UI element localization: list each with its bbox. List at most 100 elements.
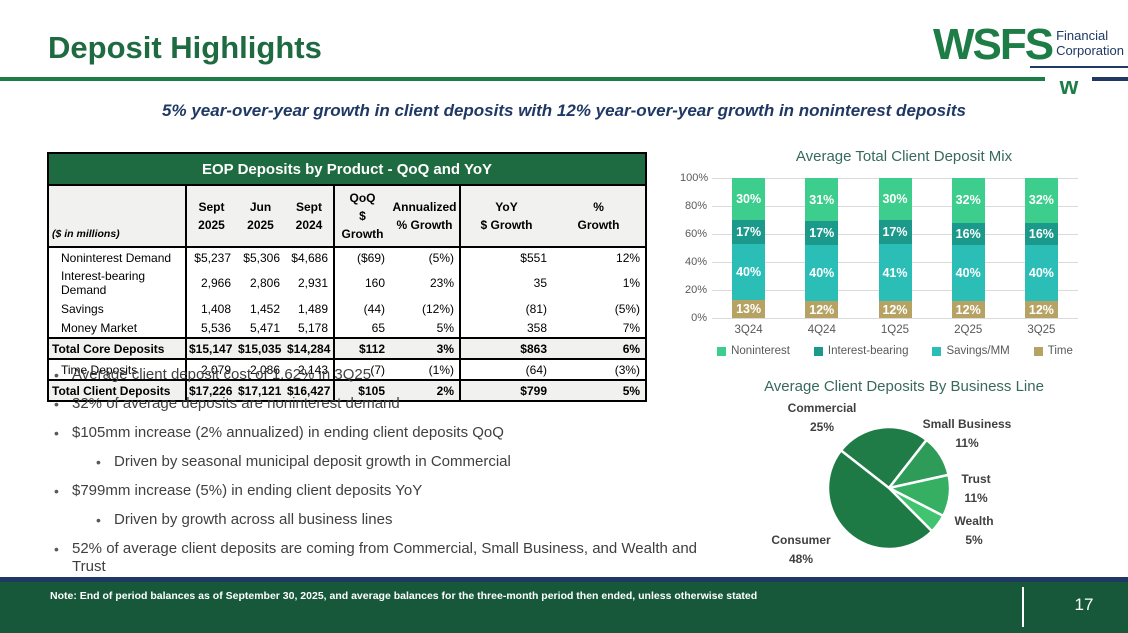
pie-label-name: Consumer xyxy=(771,533,831,547)
bar-segment-savings-mm: 40% xyxy=(951,245,985,302)
footer-divider xyxy=(1022,587,1024,627)
bar-segment-noninterest: 32% xyxy=(1024,178,1058,223)
bar-chart-category: 1Q25 xyxy=(880,324,910,336)
table-row: Savings 1,408 1,452 1,489 (44) (12%) (81) (5%) xyxy=(48,299,646,318)
bullet-item: $105mm increase (2% annualized) in endin… xyxy=(50,424,700,442)
stacked-bar-chart: 100% 80% 60% 40% 20% 0% 13% 40% 17% 30% 3Q24 12% 40%… xyxy=(680,145,1128,375)
wsfs-logo: WSFS Financial Corporation xyxy=(933,22,1124,66)
bar-chart-legend: Noninterest Interest-bearing Savings/MM Tim… xyxy=(712,345,1078,357)
bar-segment-time: 12% xyxy=(805,301,839,318)
table-cell: 1,408 xyxy=(200,301,231,316)
table-cell: $4,686 xyxy=(285,247,335,267)
bar-chart-ytick: 0% xyxy=(691,312,707,324)
bar-chart-gridline xyxy=(712,318,1078,319)
table-title: EOP Deposits by Product - QoQ and YoY xyxy=(48,153,647,186)
table-row: Total Core Deposits $15,147 $15,035 $14,284… xyxy=(48,337,647,360)
table-cell: (12%) xyxy=(390,299,461,318)
bar-segment-interest-bearing: 17% xyxy=(732,220,766,244)
bar-1Q25: 12% 41% 17% 30% xyxy=(878,178,912,318)
table-row-label: Total Core Deposits xyxy=(48,337,187,360)
bar-segment-interest-bearing: 17% xyxy=(878,220,912,244)
pie-label-commercial: Commercial 25% xyxy=(788,399,857,436)
pie-label-value: 11% xyxy=(955,435,979,450)
table-unit-label: ($ in millions) xyxy=(48,185,187,248)
pie-label-name: Wealth xyxy=(954,514,994,528)
table-cell: 160 xyxy=(364,276,385,290)
bar-2Q25: 12% 40% 16% 32% xyxy=(951,178,985,318)
table-row: Interest-bearing Demand 2,966 2,806 2,931 16… xyxy=(48,267,646,299)
table-cell: 2,806 xyxy=(249,276,280,290)
table-column-header: Sept 2024 xyxy=(285,185,335,248)
bar-chart-ytick: 80% xyxy=(684,200,707,212)
table-cell: 5% xyxy=(390,318,461,338)
bar-segment-savings-mm: 40% xyxy=(732,243,766,300)
bar-segment-interest-bearing: 16% xyxy=(951,222,985,246)
bar-segment-savings-mm: 40% xyxy=(805,245,839,302)
pie-label-name: Commercial xyxy=(787,401,857,415)
table-row: Money Market 5,536 5,471 5,178 65 5% 358 7% xyxy=(48,318,646,338)
table-cell: $14,284 xyxy=(285,337,335,360)
table-cell: $5,306 xyxy=(243,250,280,265)
sub-bullet-item: Driven by growth across all business lin… xyxy=(92,511,700,529)
footer-navy-strip xyxy=(0,577,1128,582)
pie-label-name: Trust xyxy=(961,472,991,486)
header-rule-green xyxy=(0,77,1045,81)
table-row-label: Savings xyxy=(48,299,187,318)
bullet-item: Average client deposit cost of 1.62% in … xyxy=(50,366,700,384)
bar-segment-interest-bearing: 16% xyxy=(1024,222,1058,246)
table-cell: (5%) xyxy=(390,247,461,267)
table-title-row: EOP Deposits by Product - QoQ and YoY xyxy=(48,153,647,186)
table-cell: 6% xyxy=(552,337,647,360)
table-cell: 3% xyxy=(390,337,461,360)
bar-segment-time: 12% xyxy=(878,301,912,318)
pie-slice-commercial xyxy=(839,425,929,490)
bar-segment-time: 12% xyxy=(1024,301,1058,318)
bar-segment-noninterest: 30% xyxy=(878,178,912,220)
subtitle: 5% year-over-year growth in client depos… xyxy=(162,101,966,120)
pie-chart: Commercial 25% Small Business 11% Trust 11% We… xyxy=(680,145,1128,615)
table-cell: (5%) xyxy=(614,301,641,316)
bar-segment-interest-bearing: 17% xyxy=(805,221,839,246)
deposits-table: EOP Deposits by Product - QoQ and YoY ($… xyxy=(47,152,648,402)
table-row-label: Noninterest Demand xyxy=(48,247,187,267)
legend-swatch-icon xyxy=(1033,346,1043,356)
bar-chart-ytick: 40% xyxy=(684,256,707,268)
table-row-label: Interest-bearing Demand xyxy=(48,267,187,299)
table-column-header: Annualized % Growth xyxy=(390,185,461,248)
legend-swatch-icon xyxy=(932,346,942,356)
bar-4Q24: 12% 40% 17% 31% xyxy=(805,178,839,318)
bar-3Q24: 13% 40% 17% 30% xyxy=(732,178,766,318)
table-cell: $5,237 xyxy=(194,250,231,265)
pie-chart-title: Average Client Deposits By Business Line xyxy=(764,378,1044,395)
table-cell: 1,452 xyxy=(249,301,280,316)
table-header-row: ($ in millions) Sept 2025 Jun 2025 Sept 202… xyxy=(48,185,647,248)
bar-chart-ytick: 100% xyxy=(680,172,709,184)
table-column-header: QoQ $ Growth xyxy=(334,185,390,248)
logo-line-financial: Financial xyxy=(1056,28,1109,43)
pie-label-name: Small Business xyxy=(922,417,1012,431)
table-cell: 2,931 xyxy=(285,267,335,299)
table-cell: 23% xyxy=(390,267,461,299)
bar-chart-category: 3Q24 xyxy=(734,324,763,336)
table-cell: 12% xyxy=(616,250,641,265)
header-rule-navy xyxy=(1092,77,1128,81)
logo-line-corporation: Corporation xyxy=(1056,42,1124,58)
footer-bar: Note: End of period balances as of Septe… xyxy=(0,582,1128,633)
pie-label-small-business: Small Business 11% xyxy=(923,415,1012,452)
pie-label-trust: Trust 11% xyxy=(961,470,990,507)
bar-segment-time: 13% xyxy=(732,299,766,318)
legend-swatch-icon xyxy=(717,346,727,356)
bullet-list: Average client deposit cost of 1.62% in … xyxy=(50,366,700,587)
bar-segment-noninterest: 31% xyxy=(805,178,839,222)
pie-label-value: 25% xyxy=(809,419,835,434)
legend-item-time: Time xyxy=(1033,345,1073,357)
page-title: Deposit Highlights xyxy=(48,30,322,65)
table-cell: (81) xyxy=(525,301,547,316)
pie-svg xyxy=(826,425,952,551)
table-column-header: Sept 2025 xyxy=(186,185,236,248)
table-row-label: Money Market xyxy=(48,318,187,338)
wsfs-logo-subtext: Financial Corporation xyxy=(1056,28,1124,59)
charts-column: Average Total Client Deposit Mix 100% 80%… xyxy=(680,145,1128,615)
bar-segment-savings-mm: 40% xyxy=(1024,245,1058,302)
